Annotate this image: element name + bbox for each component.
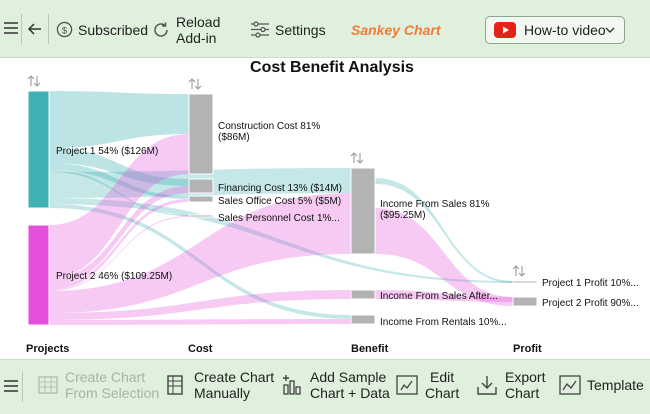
sankey-link-ifs-pp1 <box>375 178 513 283</box>
edit-chart-icon <box>396 375 418 395</box>
sort-icon-col-2[interactable] <box>350 152 364 164</box>
bottom-toolbar: Create Chart From Selection Create Chart… <box>0 359 650 414</box>
export-icon <box>477 376 497 395</box>
sankey-node-fc[interactable] <box>188 178 214 194</box>
table-select-icon <box>38 376 58 394</box>
sankey-node-pp2[interactable] <box>512 296 538 307</box>
sankey-link-ifs2-pp2 <box>375 290 513 302</box>
sankey-node-pp1[interactable] <box>512 280 538 284</box>
youtube-icon <box>494 22 516 38</box>
sankey-link-p2-cc <box>49 134 189 278</box>
sankey-label-pp2: Project 2 Profit 90%... <box>542 298 639 309</box>
sankey-links <box>49 91 513 325</box>
column-label-projects: Projects <box>26 343 69 355</box>
settings-button[interactable]: Settings <box>250 21 326 38</box>
sankey-link-p1-sp <box>49 170 189 216</box>
template-label: Template <box>587 377 644 393</box>
sankey-link-p1-ifr <box>49 204 351 319</box>
sankey-link-p1-fc <box>49 148 189 186</box>
top-toolbar: $ Subscribed Reload Add-in Settings Sank… <box>0 0 650 58</box>
sankey-link-p2-ifr <box>49 319 351 325</box>
create-manually-label: Create Chart Manually <box>194 369 275 401</box>
sankey-link-p2-fc <box>49 186 189 286</box>
edit-label: Edit Chart <box>425 369 460 401</box>
brand-title: Sankey Chart <box>351 22 441 38</box>
sankey-labels: Project 1 54% ($126M) Project 2 46% ($109… <box>56 121 639 328</box>
sankey-link-p1-so <box>49 163 189 199</box>
sankey-node-so[interactable] <box>188 195 214 203</box>
menu-icon[interactable] <box>3 20 19 36</box>
reload-icon <box>154 22 168 37</box>
column-label-profit: Profit <box>513 343 542 355</box>
sankey-nodes <box>27 90 538 326</box>
sankey-label-cc-line2: ($86M) <box>218 132 250 143</box>
sankey-label-ifr: Income From Rentals 10%... <box>380 317 507 328</box>
sankey-link-ifs-pp2 <box>375 208 513 306</box>
export-label: Export Chart <box>505 369 546 401</box>
sankey-node-cc[interactable] <box>188 93 214 175</box>
how-to-video-label: How-to video <box>524 22 606 38</box>
chart-title: Cost Benefit Analysis <box>250 59 414 76</box>
sort-icons <box>27 75 526 277</box>
svg-text:$: $ <box>62 25 68 36</box>
create-chart-from-selection-button[interactable]: Create Chart From Selection <box>37 369 159 401</box>
settings-label: Settings <box>275 21 326 38</box>
sankey-label-pp1: Project 1 Profit 10%... <box>542 278 639 289</box>
sankey-link-p2-so <box>49 199 189 290</box>
sankey-label-sp: Sales Personnel Cost 1%... <box>218 213 340 224</box>
sankey-link-p1-cc <box>49 91 189 148</box>
sankey-label-cc: Construction Cost 81% <box>218 121 320 132</box>
sankey-node-ifs[interactable] <box>350 167 376 255</box>
column-labels: Projects Cost Benefit Profit <box>26 343 542 355</box>
dollar-circle-icon: $ <box>56 21 73 38</box>
add-sample-chart-button[interactable]: Add Sample Chart + Data <box>281 369 390 401</box>
sankey-node-p2[interactable] <box>27 224 50 326</box>
sankey-node-sp[interactable] <box>188 214 214 218</box>
create-selection-label: Create Chart From Selection <box>65 369 160 401</box>
sankey-node-p1[interactable] <box>27 90 50 209</box>
subscribed-label: Subscribed <box>78 21 149 38</box>
table-edit-icon <box>167 375 183 395</box>
sankey-label-p1: Project 1 54% ($126M) <box>56 146 158 157</box>
template-button[interactable]: Template <box>558 374 644 396</box>
sort-icon-col-0[interactable] <box>27 75 41 87</box>
sankey-node-ifr[interactable] <box>350 314 376 325</box>
sankey-link-p2-ifs2 <box>49 290 351 320</box>
sort-icon-col-1[interactable] <box>188 78 202 90</box>
reload-label: Reload Add-in <box>176 14 221 46</box>
template-icon <box>559 375 581 395</box>
export-chart-button[interactable]: Export Chart <box>475 369 545 401</box>
add-sample-label: Add Sample Chart + Data <box>310 369 390 401</box>
column-label-benefit: Benefit <box>351 343 389 355</box>
sort-icon-col-3[interactable] <box>512 265 526 277</box>
sankey-label-ifs-line2: ($95.25M) <box>380 210 426 221</box>
add-chart-icon <box>283 375 301 395</box>
reload-addin-button[interactable]: Reload Add-in <box>151 14 220 46</box>
column-label-cost: Cost <box>188 343 213 355</box>
edit-chart-button[interactable]: Edit Chart <box>395 369 459 401</box>
sankey-label-p2: Project 2 46% ($109.25M) <box>56 271 172 282</box>
subscribed-button[interactable]: $ Subscribed <box>56 21 148 38</box>
sankey-link-p2-sp <box>49 216 189 291</box>
sankey-link-p1-pp1 <box>49 198 513 283</box>
sankey-chart: Cost Benefit Analysis Project 1 54% ($12… <box>26 59 639 355</box>
sankey-link-p2-ifs <box>49 193 351 313</box>
sliders-icon <box>251 21 269 38</box>
back-arrow-icon[interactable] <box>27 21 43 37</box>
chevron-down-icon <box>605 27 615 33</box>
create-chart-manually-button[interactable]: Create Chart Manually <box>166 369 274 401</box>
bottom-menu-icon[interactable] <box>3 378 19 394</box>
how-to-video-dropdown[interactable]: How-to video <box>485 16 625 44</box>
sankey-label-fc: Financing Cost 13% ($14M) <box>218 183 342 194</box>
sankey-label-so: Sales Office Cost 5% ($5M) <box>218 196 341 207</box>
sankey-label-ifs2: Income From Sales After... <box>380 291 498 302</box>
sankey-node-ifs2[interactable] <box>350 289 376 300</box>
sankey-label-ifs: Income From Sales 81% <box>380 199 490 210</box>
